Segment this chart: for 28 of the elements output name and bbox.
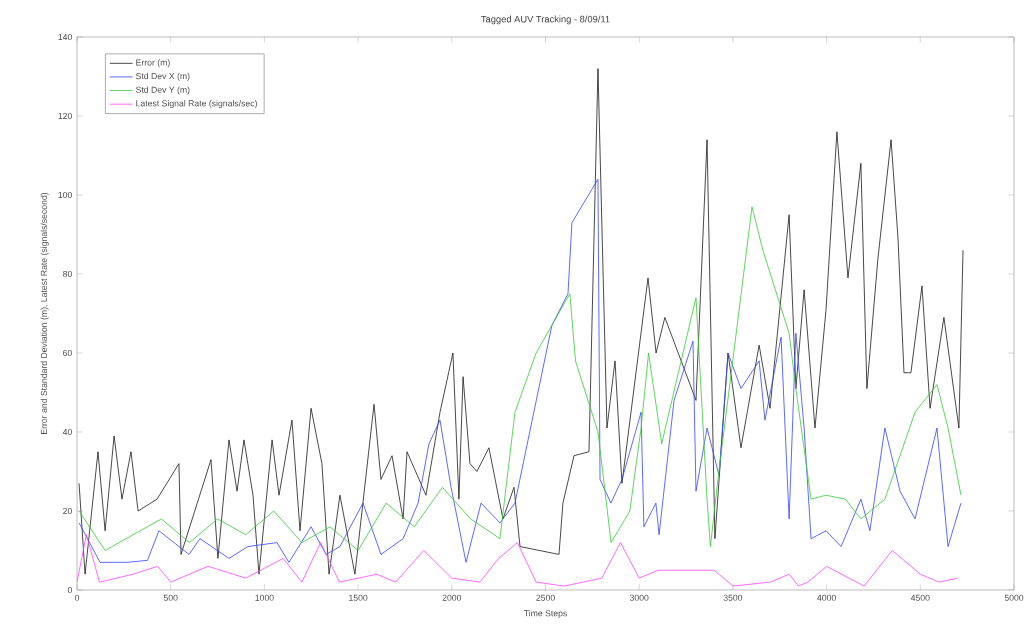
y-axis-title: Error and Standard Deviation (m), Latest Rate (signals/second) bbox=[40, 192, 49, 434]
x-tick-label: 4500 bbox=[910, 594, 930, 601]
x-tick-label: 3000 bbox=[629, 594, 649, 601]
chart-title: Tagged AUV Tracking - 8/09/11 bbox=[481, 15, 610, 25]
line-series bbox=[78, 68, 964, 575]
y-tick-label: 140 bbox=[58, 33, 72, 41]
legend-label: Std Dev X (m) bbox=[136, 72, 190, 81]
x-tick-label: 1000 bbox=[255, 594, 274, 601]
y-tick-label: 60 bbox=[63, 349, 72, 357]
legend-label: Latest Signal Rate (signals/sec) bbox=[136, 100, 257, 109]
y-tick-label: 80 bbox=[63, 270, 72, 278]
x-tick-label: 2500 bbox=[536, 594, 555, 601]
x-axis-title: Time Steps bbox=[523, 610, 567, 619]
x-tick-label: 500 bbox=[163, 594, 178, 601]
y-tick-label: 0 bbox=[67, 586, 72, 594]
x-tick-label: 0 bbox=[74, 594, 80, 601]
legend-label: Std Dev Y (m) bbox=[136, 86, 190, 95]
x-tick-label: 4000 bbox=[817, 594, 836, 601]
y-tick-label: 100 bbox=[58, 191, 72, 199]
y-tick-label: 120 bbox=[58, 112, 72, 120]
line-series bbox=[77, 534, 959, 587]
x-tick-label: 5000 bbox=[1004, 594, 1024, 601]
x-tick-label: 1500 bbox=[349, 594, 368, 601]
legend-label: Error (m) bbox=[136, 59, 170, 68]
y-tick-label: 40 bbox=[62, 428, 72, 436]
x-tick-label: 2000 bbox=[442, 594, 462, 601]
x-tick-label: 3500 bbox=[723, 594, 743, 601]
y-tick-label: 20 bbox=[63, 507, 72, 515]
